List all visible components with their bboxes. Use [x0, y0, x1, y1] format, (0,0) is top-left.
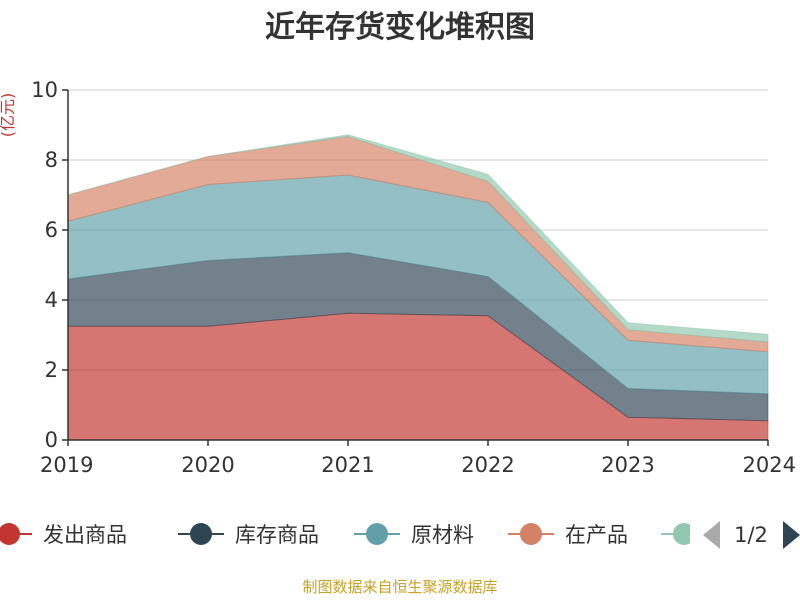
legend-marker [190, 523, 212, 545]
area-委托加工物资 [67, 134, 769, 343]
legend-item-在产品[interactable]: 在产品 [508, 523, 628, 547]
legend-prev-icon[interactable] [703, 521, 720, 549]
legend-next-icon[interactable] [783, 521, 800, 549]
legend-item-发出商品[interactable]: 发出商品 [0, 523, 127, 547]
y-axis-label: (亿元) [0, 93, 17, 138]
y-tick-label: 10 [31, 78, 58, 102]
y-tick-label: 4 [45, 288, 58, 312]
x-tick-label: 2024 [743, 453, 796, 477]
legend-marker [520, 523, 542, 545]
x-tick-label: 2019 [40, 453, 93, 477]
area-series [67, 134, 769, 441]
y-tick-label: 6 [45, 218, 58, 242]
y-tick-label: 0 [45, 428, 58, 452]
x-tick-label: 2021 [321, 453, 374, 477]
legend-page-indicator: 1/2 [734, 523, 768, 547]
legend-label: 库存商品 [235, 523, 319, 547]
y-tick-label: 8 [45, 148, 58, 172]
y-tick-label: 2 [45, 358, 58, 382]
legend-item-原材料[interactable]: 原材料 [354, 523, 474, 547]
legend-marker [673, 523, 695, 545]
legend-marker [366, 523, 388, 545]
legend-item-库存商品[interactable]: 库存商品 [178, 523, 319, 547]
x-tick-label: 2023 [601, 453, 654, 477]
legend-pager: 1/2 [703, 521, 800, 549]
legend-marker [0, 523, 20, 545]
chart-title: 近年存货变化堆积图 [265, 10, 535, 45]
x-tick-label: 2020 [181, 453, 234, 477]
legend: 发出商品 库存商品 原材料 在产品 [0, 512, 800, 558]
source-note: 制图数据来自恒生聚源数据库 [302, 578, 497, 596]
legend-label: 原材料 [411, 523, 474, 547]
legend-label: 发出商品 [43, 523, 127, 547]
axes: 0 2 4 6 8 10 2019 2020 2021 2022 2023 2024 [31, 78, 796, 477]
legend-label: 在产品 [565, 523, 628, 547]
x-tick-label: 2022 [461, 453, 514, 477]
